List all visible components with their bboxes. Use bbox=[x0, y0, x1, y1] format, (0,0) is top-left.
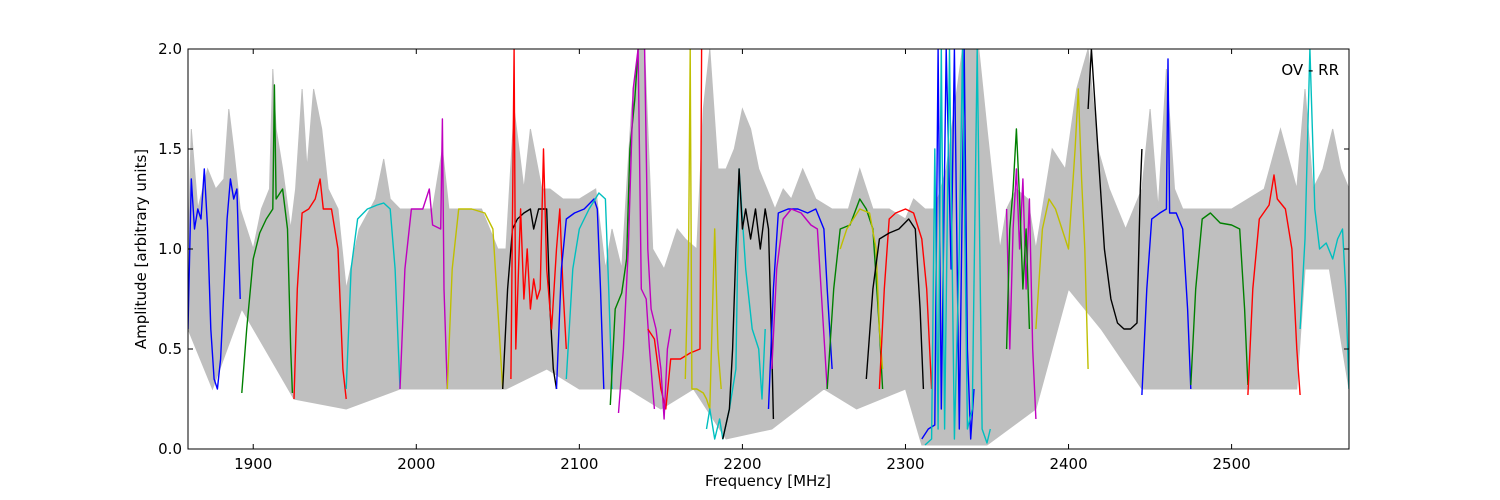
series-line-21 bbox=[839, 208, 884, 370]
y-tick-label: 1.5 bbox=[158, 140, 182, 158]
series-line-10 bbox=[565, 192, 613, 390]
series-annotation: OV - RR bbox=[1281, 61, 1339, 79]
series-line-1 bbox=[188, 168, 241, 390]
x-tick-label: 2200 bbox=[723, 455, 761, 473]
series-line-2 bbox=[241, 84, 294, 394]
series-line-15 bbox=[684, 49, 722, 410]
x-tick-label: 2400 bbox=[1049, 455, 1087, 473]
x-tick-label: 2500 bbox=[1213, 455, 1251, 473]
series-line-13 bbox=[647, 49, 703, 410]
series-line-9 bbox=[555, 198, 605, 390]
series-line-8 bbox=[510, 49, 567, 380]
x-axis-ticks: 1900 2000 2100 2200 2300 2400 2500 bbox=[234, 49, 1251, 473]
series-line-12 bbox=[617, 49, 656, 414]
x-tick-label: 2000 bbox=[397, 455, 435, 473]
x-axis-label: Frequency [MHz] bbox=[705, 472, 831, 490]
y-tick-label: 2.0 bbox=[158, 40, 182, 58]
y-axis-label: Amplitude [arbitrary units] bbox=[132, 149, 150, 349]
series-line-4 bbox=[345, 202, 401, 390]
y-tick-label: 1.0 bbox=[158, 240, 182, 258]
series-line-29 bbox=[1087, 49, 1143, 330]
series-line-6 bbox=[446, 208, 504, 390]
series-line-32 bbox=[1247, 174, 1301, 396]
series-line-19 bbox=[771, 208, 828, 390]
series-line-28 bbox=[1035, 88, 1089, 370]
y-tick-label: 0.0 bbox=[158, 440, 182, 458]
series-line-31 bbox=[1190, 212, 1249, 386]
series-line-23 bbox=[865, 218, 925, 390]
series-line-17 bbox=[722, 168, 775, 440]
y-tick-label: 0.5 bbox=[158, 340, 182, 358]
series-line-11 bbox=[609, 49, 639, 406]
y-axis-ticks: 0.0 0.5 1.0 1.5 2.0 bbox=[158, 40, 1349, 458]
series-line-26 bbox=[1005, 168, 1037, 420]
x-tick-label: 2100 bbox=[560, 455, 598, 473]
series-line-16 bbox=[705, 168, 766, 440]
series-line-30 bbox=[1141, 58, 1192, 396]
series-line-14 bbox=[643, 49, 672, 420]
x-tick-label: 2300 bbox=[886, 455, 924, 473]
series-line-27 bbox=[1005, 128, 1031, 350]
series-line-22 bbox=[878, 208, 933, 390]
series-line-20 bbox=[826, 198, 884, 390]
series-line-3 bbox=[293, 178, 347, 400]
x-tick-label: 1900 bbox=[234, 455, 272, 473]
series-layer bbox=[188, 49, 1349, 446]
series-line-5 bbox=[399, 118, 448, 390]
series-line-18 bbox=[767, 208, 833, 410]
series-line-33 bbox=[1299, 49, 1349, 390]
series-line-25 bbox=[924, 49, 991, 446]
series-line-24 bbox=[921, 49, 975, 440]
